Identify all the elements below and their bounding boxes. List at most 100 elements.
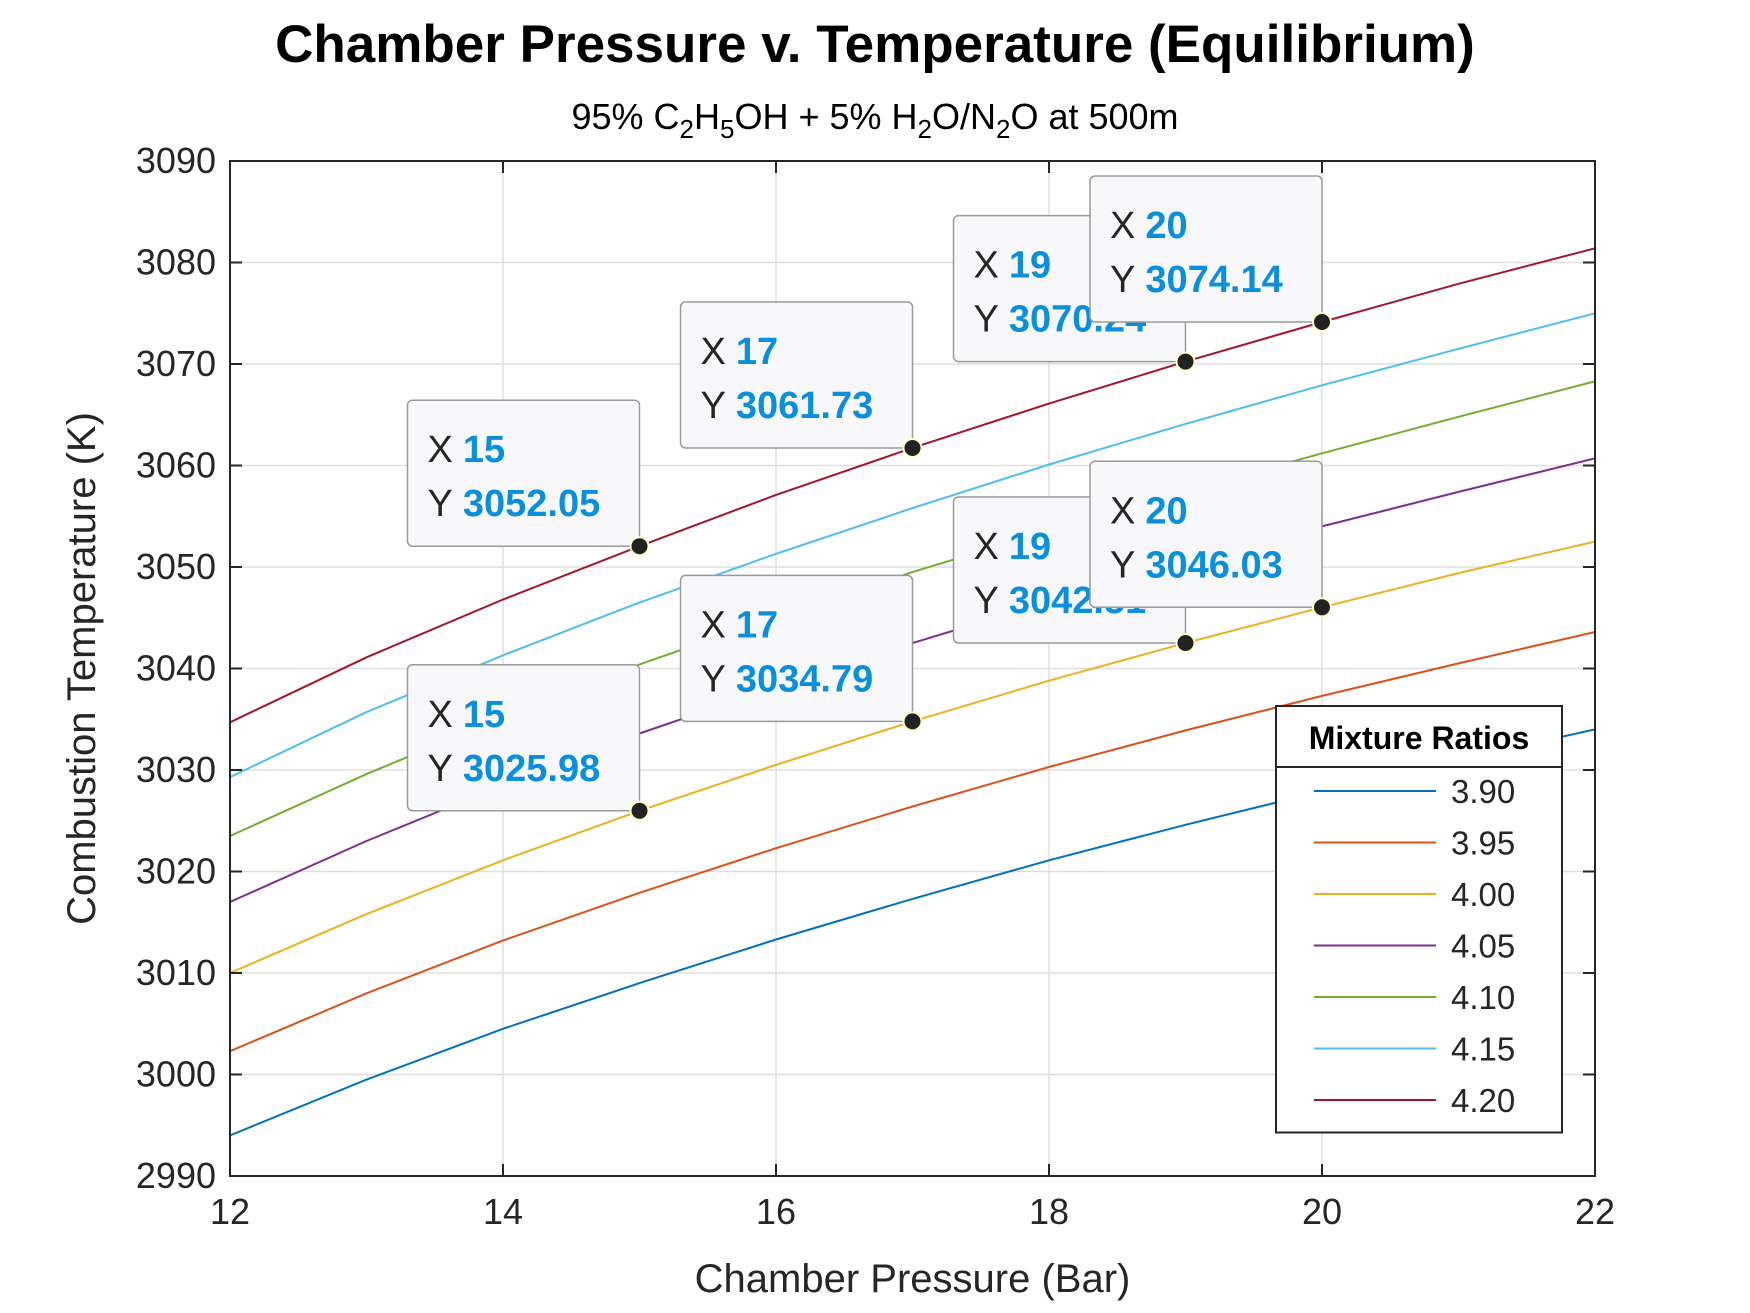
datatip-y-value: 3074.14 <box>1145 259 1282 301</box>
datatip-x-value: 15 <box>463 429 505 471</box>
datatip-y-text: Y 3034.79 <box>701 658 874 700</box>
datatip-y-key: Y <box>1110 544 1135 586</box>
datatip-x-value: 20 <box>1145 205 1187 247</box>
datatip-marker <box>1175 351 1196 372</box>
datatip[interactable]: X 15Y 3052.05 <box>406 399 650 557</box>
datatip-x-text: X 19 <box>974 526 1052 568</box>
y-axis-label: Combustion Temperature (K) <box>60 412 104 925</box>
datatip-x-text: X 15 <box>428 429 506 471</box>
datatip[interactable]: X 17Y 3061.73 <box>679 301 923 458</box>
datatip-marker <box>902 711 923 732</box>
datatip-y-value: 3025.98 <box>463 748 600 790</box>
x-tick-label: 16 <box>756 1191 796 1232</box>
legend-item[interactable]: 4.00 <box>1314 876 1515 913</box>
datatip-y-text: Y 3074.14 <box>1110 259 1283 301</box>
datatip-x-key: X <box>428 694 453 736</box>
subtitle-text: O at 500m <box>1010 96 1179 137</box>
datatip-x-text: X 19 <box>974 245 1052 287</box>
x-axis-label: Chamber Pressure (Bar) <box>695 1257 1131 1301</box>
subtitle-text: 95% C <box>571 96 680 137</box>
datatip-x-key: X <box>428 429 453 471</box>
datatip-x-text: X 20 <box>1110 490 1188 532</box>
datatip-marker <box>629 536 650 557</box>
datatip-x-key: X <box>974 245 999 287</box>
subtitle-subscript: 5 <box>719 114 735 144</box>
datatip-box <box>679 301 914 449</box>
datatip-x-value: 17 <box>736 331 778 373</box>
datatip-marker <box>1175 633 1196 654</box>
legend-item[interactable]: 3.90 <box>1314 773 1515 810</box>
datatip-box <box>406 399 641 547</box>
legend: Mixture Ratios 3.90 3.95 4.00 4.05 4.10 4.15 4.… <box>1275 705 1563 1134</box>
y-tick-label: 3000 <box>136 1054 216 1095</box>
y-tick-label: 3040 <box>136 648 216 689</box>
datatip-x-key: X <box>1110 490 1135 532</box>
y-tick-label: 3060 <box>136 445 216 486</box>
datatip-x-value: 17 <box>736 604 778 646</box>
datatip-x-key: X <box>701 331 726 373</box>
y-tick-label: 2990 <box>136 1155 216 1196</box>
datatip-y-value: 3034.79 <box>736 658 873 700</box>
datatip-x-value: 19 <box>1009 526 1051 568</box>
subtitle-subscript: 2 <box>679 114 694 144</box>
legend-label: 4.10 <box>1451 979 1515 1016</box>
x-tick-label: 18 <box>1029 1191 1069 1232</box>
y-tick-label: 3090 <box>136 140 216 181</box>
datatip-x-text: X 17 <box>701 604 779 646</box>
datatip-y-key: Y <box>428 748 453 790</box>
chart-subtitle: 95% C2H5OH + 5% H2O/N2O at 500m <box>0 96 1750 142</box>
y-tick-label: 3020 <box>136 851 216 892</box>
y-tick-label: 3030 <box>136 749 216 790</box>
datatip-x-text: X 15 <box>428 694 506 736</box>
datatip[interactable]: X 20Y 3046.03 <box>1089 460 1332 618</box>
y-tick-label: 3080 <box>136 242 216 283</box>
subtitle-subscript: 2 <box>917 114 932 144</box>
x-tick-label: 20 <box>1302 1191 1342 1232</box>
datatip-y-key: Y <box>974 299 999 341</box>
legend-item[interactable]: 3.95 <box>1314 825 1515 862</box>
legend-item[interactable]: 4.15 <box>1314 1031 1515 1068</box>
legend-title: Mixture Ratios <box>1309 720 1529 756</box>
datatip-x-key: X <box>974 526 999 568</box>
y-tick-label: 3010 <box>136 952 216 993</box>
legend-label: 4.15 <box>1451 1031 1515 1068</box>
datatip-y-text: Y 3061.73 <box>701 385 874 427</box>
datatip-marker <box>1312 311 1332 332</box>
datatip-x-value: 20 <box>1145 490 1187 532</box>
subtitle-subscript: 2 <box>995 114 1011 144</box>
datatip-marker <box>629 800 650 821</box>
datatip-y-value: 3046.03 <box>1145 544 1282 586</box>
datatip-y-text: Y 3046.03 <box>1110 544 1283 586</box>
legend-item[interactable]: 4.10 <box>1314 979 1515 1016</box>
datatip-y-value: 3052.05 <box>463 483 600 525</box>
datatip-y-value: 3061.73 <box>736 385 873 427</box>
datatip-box <box>679 574 914 723</box>
legend-label: 4.20 <box>1451 1082 1515 1119</box>
x-tick-label: 12 <box>210 1191 250 1232</box>
subtitle-text: H <box>693 96 720 137</box>
datatip[interactable]: X 17Y 3034.79 <box>679 574 923 732</box>
datatip-box <box>1089 460 1323 609</box>
datatip-y-key: Y <box>701 658 726 700</box>
legend-label: 4.05 <box>1451 928 1515 965</box>
datatip-x-key: X <box>701 604 726 646</box>
series-line-3-95 <box>230 631 1595 1053</box>
x-tick-label: 14 <box>483 1191 523 1232</box>
datatip[interactable]: X 15 Y 3025.98 <box>406 664 650 821</box>
legend-item[interactable]: 4.05 <box>1314 928 1515 965</box>
x-tick-label: 22 <box>1575 1191 1615 1232</box>
datatip-x-key: X <box>1110 205 1135 247</box>
datatip-marker <box>1312 597 1332 618</box>
datatip-x-text: X 20 <box>1110 205 1188 247</box>
datatip-x-text: X 17 <box>701 331 779 373</box>
legend-label: 4.00 <box>1451 876 1515 913</box>
datatip-marker <box>902 437 923 458</box>
datatip-y-key: Y <box>974 580 999 622</box>
legend-item[interactable]: 4.20 <box>1314 1082 1515 1119</box>
chart-title: Chamber Pressure v. Temperature (Equilib… <box>275 15 1475 74</box>
datatip-box <box>406 664 641 812</box>
datatip[interactable]: X 20 Y 3074.14 <box>1089 175 1332 332</box>
datatip-y-key: Y <box>701 385 726 427</box>
legend-box <box>1275 705 1563 1134</box>
